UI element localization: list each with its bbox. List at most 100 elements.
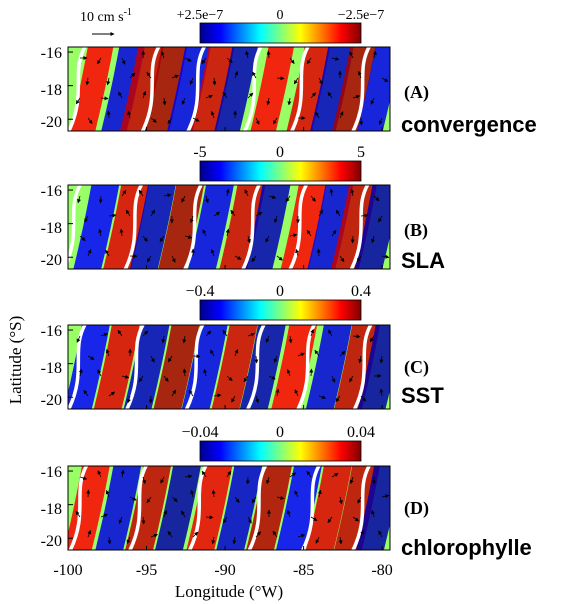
heatmap-d <box>67 466 390 550</box>
anomaly-band <box>357 325 390 409</box>
current-vector <box>328 329 333 337</box>
y-tick-b-1: -18 <box>41 220 62 237</box>
anomaly-band <box>310 47 354 131</box>
current-vector <box>167 530 173 538</box>
current-vector <box>293 77 299 85</box>
current-vector <box>105 348 110 357</box>
current-vector <box>335 209 341 217</box>
panel-label-b: (B) <box>404 220 428 241</box>
current-vector <box>189 77 194 85</box>
current-vector <box>211 489 216 498</box>
current-vector <box>84 215 89 223</box>
current-vector <box>87 355 95 360</box>
y-tick-c-0: -16 <box>41 323 62 340</box>
current-vector <box>190 489 195 498</box>
y-tick-b-2: -20 <box>41 252 62 269</box>
current-vector <box>106 77 111 86</box>
y-tick-d-2: -20 <box>41 533 62 550</box>
current-vector <box>213 211 221 217</box>
front-isoline <box>247 466 268 550</box>
front-isoline <box>68 325 87 409</box>
current-vector <box>331 375 336 383</box>
current-vector <box>213 393 222 398</box>
y-tick-b-0: -16 <box>41 183 62 200</box>
current-vector <box>373 195 380 202</box>
current-vector <box>349 51 354 59</box>
front-isoline <box>349 185 370 269</box>
current-vector <box>315 536 320 544</box>
current-vector <box>339 111 344 119</box>
current-vector <box>244 189 249 197</box>
current-vector <box>318 395 327 400</box>
current-vector <box>97 369 102 377</box>
panel-label-a: (A) <box>404 82 429 103</box>
colorbar-a-tick-left: +2.5e−7 <box>177 8 224 23</box>
front-isoline <box>68 466 89 550</box>
current-vector <box>127 395 131 404</box>
colorbar-c-tick-right: 0.4 <box>351 283 371 300</box>
current-vector <box>357 70 362 79</box>
current-vector <box>358 355 363 364</box>
current-vector <box>85 77 90 86</box>
current-vector <box>201 470 207 478</box>
current-vector <box>105 249 110 257</box>
anomaly-band <box>305 325 352 409</box>
front-isoline <box>184 325 205 409</box>
current-vector <box>297 352 305 357</box>
current-vector <box>350 235 355 244</box>
current-vector <box>205 94 213 99</box>
current-vector <box>225 188 230 197</box>
current-vector <box>107 536 112 545</box>
current-vector <box>138 189 144 197</box>
current-vector <box>350 188 355 197</box>
current-vector <box>226 470 232 478</box>
current-vector <box>286 369 291 377</box>
current-vector <box>246 235 251 244</box>
front-isoline <box>241 185 262 269</box>
anomaly-band <box>216 466 263 550</box>
current-vector <box>370 97 375 105</box>
current-vector <box>294 490 299 498</box>
current-vector <box>247 332 256 337</box>
current-vector <box>100 513 108 518</box>
current-vector <box>381 494 390 499</box>
current-vector <box>181 97 186 105</box>
current-vector <box>338 536 343 545</box>
panel-b: -5 0 5 -16 -18 -20 (B) SLA <box>41 144 445 273</box>
current-vector <box>161 335 166 344</box>
current-vector <box>171 255 176 263</box>
current-vector <box>167 117 173 125</box>
current-vector <box>121 374 130 379</box>
current-vector <box>188 389 194 397</box>
panel-label-c: (C) <box>404 357 429 378</box>
colorbar-d-tick-left: −0.04 <box>181 424 218 441</box>
current-vector <box>117 329 123 337</box>
current-vector <box>265 235 270 243</box>
plot-frame-a <box>67 46 391 132</box>
current-vector <box>141 516 146 525</box>
current-vector <box>378 117 383 125</box>
current-vector <box>310 92 317 99</box>
y-tick-d-0: -16 <box>41 464 62 481</box>
colorbar-a-tick-right: −2.5e−7 <box>338 8 385 23</box>
current-vector <box>230 209 236 217</box>
current-vector <box>150 209 155 217</box>
current-vector <box>181 510 186 518</box>
anomaly-band <box>190 47 235 131</box>
colorbar-b-tick-left: -5 <box>193 144 206 161</box>
current-vector <box>286 509 291 518</box>
current-vector <box>142 90 147 99</box>
current-vector <box>162 97 167 106</box>
current-vector <box>335 395 341 403</box>
current-vector <box>150 117 157 123</box>
current-vector <box>276 76 285 81</box>
front-isoline <box>128 466 149 550</box>
current-vector <box>163 510 168 518</box>
current-vector <box>234 349 239 357</box>
current-vector <box>108 213 117 218</box>
current-vector <box>247 516 252 524</box>
front-isoline <box>68 47 87 131</box>
current-vector <box>226 375 233 381</box>
current-vector <box>210 349 215 357</box>
